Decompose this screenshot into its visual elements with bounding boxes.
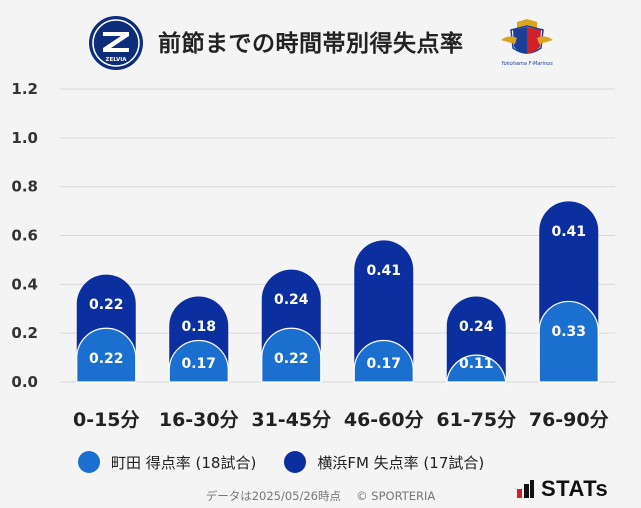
- marinos-crest-icon: Yokohama F·Marinos: [501, 19, 553, 67]
- bar-front-label: 0.11: [459, 356, 494, 372]
- y-tick-label: 0.6: [11, 227, 38, 245]
- bar-front: [538, 300, 599, 383]
- x-category-label: 76-90分: [529, 409, 609, 431]
- legend-item-back: 横浜FM 失点率 (17試合): [284, 451, 484, 473]
- y-tick-label: 0.4: [11, 275, 38, 293]
- bar-front: [353, 339, 414, 383]
- bar-back-label: 0.41: [551, 224, 586, 240]
- x-category-label: 0-15分: [73, 409, 140, 431]
- x-category-label: 61-75分: [436, 409, 516, 431]
- bar-front: [261, 327, 322, 383]
- bar-front-label: 0.22: [89, 351, 124, 367]
- y-tick-label: 0.8: [11, 178, 38, 196]
- svg-text:Yokohama F·Marinos: Yokohama F·Marinos: [501, 61, 553, 67]
- stats-brand: STATs: [517, 476, 609, 501]
- footer-note: データは2025/05/26時点 © SPORTERIA: [205, 489, 436, 503]
- y-tick-label: 1.2: [11, 80, 38, 98]
- stats-brand-text: STATs: [541, 476, 609, 501]
- x-category-label: 16-30分: [159, 409, 239, 431]
- bar-back-label: 0.41: [366, 263, 401, 279]
- y-tick-label: 0.2: [11, 324, 38, 342]
- bar-front-label: 0.33: [551, 324, 586, 340]
- chart-header: ZELVIA 前節までの時間帯別得失点率 Yokohama F·Marinos: [0, 0, 641, 78]
- y-tick-label: 1.0: [11, 129, 38, 147]
- bar-back-label: 0.18: [181, 319, 216, 335]
- legend-item-front: 町田 得点率 (18試合): [78, 451, 256, 473]
- bar-front-label: 0.17: [366, 356, 401, 372]
- bar-back-label: 0.22: [89, 297, 124, 313]
- legend-label-back: 横浜FM 失点率 (17試合): [317, 453, 485, 472]
- bar-back-label: 0.24: [274, 292, 309, 308]
- bar-front-label: 0.17: [181, 356, 216, 372]
- bar-front: [76, 327, 137, 383]
- x-category-label: 31-45分: [251, 409, 331, 431]
- bar-front-label: 0.22: [274, 351, 309, 367]
- bar-back-label: 0.24: [459, 319, 494, 335]
- zelvia-crest-icon: ZELVIA: [89, 16, 143, 70]
- chart-legend: 町田 得点率 (18試合) 横浜FM 失点率 (17試合): [78, 450, 512, 474]
- legend-swatch-back: [284, 451, 307, 473]
- stats-logo-icon: [517, 480, 534, 498]
- time-band-bar-chart: 0.0 0.2 0.4 0.6 0.8 1.0 1.2 0.22 0.22 0-15分 0.18 0.…: [11, 80, 615, 431]
- bar-front: [446, 354, 507, 385]
- svg-text:ZELVIA: ZELVIA: [105, 57, 127, 63]
- y-tick-label: 0.0: [11, 373, 38, 391]
- x-category-label: 46-60分: [344, 409, 424, 431]
- bar-front: [168, 339, 229, 383]
- legend-swatch-front: [78, 451, 100, 473]
- legend-label-front: 町田 得点率 (18試合): [111, 453, 257, 472]
- chart-title: 前節までの時間帯別得失点率: [158, 31, 464, 57]
